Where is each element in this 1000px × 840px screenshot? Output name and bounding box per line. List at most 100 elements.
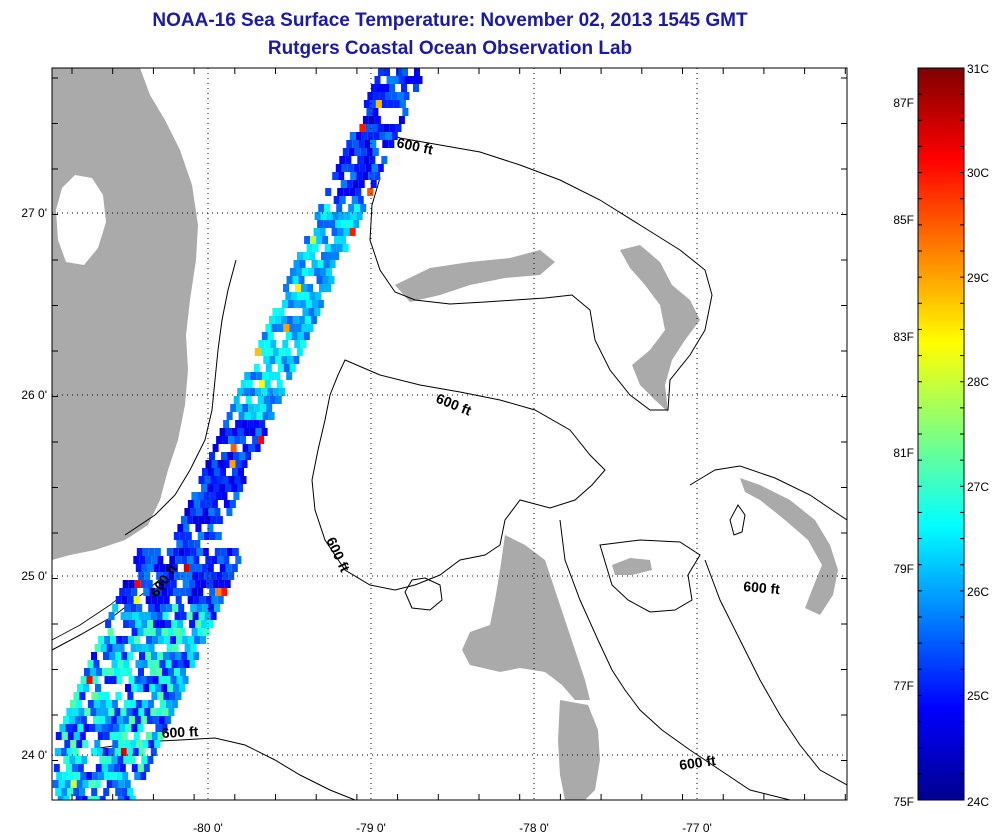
sst-pixel	[230, 404, 237, 412]
sst-pixel	[106, 644, 113, 652]
sst-pixel	[350, 172, 357, 180]
sst-pixel	[333, 252, 339, 260]
sst-pixel	[92, 772, 99, 780]
sst-pixel	[243, 428, 250, 436]
sst-pixel	[112, 740, 119, 748]
sst-pixel	[96, 708, 103, 716]
sst-pixel	[195, 564, 202, 572]
sst-pixel	[134, 716, 141, 724]
sst-pixel	[240, 380, 247, 388]
sst-pixel	[138, 748, 145, 756]
sst-pixel	[210, 476, 217, 484]
sst-pixel	[300, 340, 307, 348]
sst-pixel	[131, 764, 138, 772]
sst-pixel	[118, 644, 125, 652]
sst-pixel	[214, 468, 220, 476]
sst-pixel	[172, 548, 179, 556]
sst-pixel	[255, 428, 262, 436]
sst-pixel	[157, 692, 164, 700]
sst-pixel	[328, 276, 335, 284]
sst-pixel	[260, 348, 267, 356]
sst-pixel	[95, 684, 101, 692]
sst-pixel	[285, 332, 292, 340]
sst-pixel	[298, 316, 305, 324]
sst-pixel	[187, 556, 194, 564]
sst-pixel	[316, 236, 323, 244]
sst-pixel	[241, 460, 248, 468]
sst-pixel	[52, 780, 59, 788]
sst-pixel	[322, 276, 329, 284]
sst-pixel	[72, 748, 79, 756]
sst-pixel	[257, 396, 264, 404]
sst-pixel	[197, 588, 204, 596]
sst-pixel	[324, 204, 331, 212]
sst-pixel	[145, 652, 151, 660]
sst-pixel	[72, 708, 79, 716]
sst-pixel	[190, 644, 197, 652]
sst-pixel	[192, 516, 199, 524]
sst-pixel	[134, 676, 141, 684]
sst-pixel	[374, 76, 381, 84]
sst-pixel	[71, 764, 78, 772]
sst-pixel	[317, 220, 324, 228]
sst-pixel	[94, 644, 101, 652]
sst-pixel	[281, 356, 288, 364]
sst-pixel	[98, 772, 105, 780]
sst-pixel	[314, 212, 321, 220]
sst-pixel	[392, 76, 399, 84]
sst-pixel	[121, 596, 128, 604]
sst-pixel	[112, 644, 119, 652]
sst-pixel	[211, 500, 218, 508]
sst-pixel	[174, 668, 180, 676]
sst-pixel	[116, 772, 123, 780]
sst-pixel	[211, 596, 218, 604]
sst-pixel	[159, 700, 166, 708]
sst-pixel	[299, 260, 306, 268]
sst-pixel	[135, 564, 142, 572]
sst-pixel	[250, 372, 257, 380]
sst-pixel	[87, 796, 94, 800]
colorbar-label-83f: 83F	[893, 330, 914, 344]
sst-pixel	[258, 340, 265, 348]
sst-pixel	[60, 748, 67, 756]
sst-pixel	[221, 492, 228, 500]
sst-pixel	[358, 180, 365, 188]
sst-pixel	[65, 764, 72, 772]
sst-pixel	[115, 652, 121, 660]
sst-pixel	[207, 564, 214, 572]
sst-pixel	[286, 372, 293, 380]
sst-pixel	[77, 764, 84, 772]
sst-pixel	[337, 228, 344, 236]
colorbar-label-87f: 87F	[893, 96, 914, 110]
sst-pixel	[184, 644, 191, 652]
sst-pixel	[194, 636, 201, 644]
sst-pixel	[118, 740, 125, 748]
sst-pixel	[367, 132, 374, 140]
sst-pixel	[236, 404, 243, 412]
sst-pixel	[210, 612, 217, 620]
sst-pixel	[190, 548, 197, 556]
sst-pixel	[333, 196, 340, 204]
sst-pixel	[332, 172, 339, 180]
sst-pixel	[141, 756, 148, 764]
sst-pixel	[295, 324, 302, 332]
sst-pixel	[129, 700, 136, 708]
sst-pixel	[147, 564, 154, 572]
sst-pixel	[79, 692, 86, 700]
sst-pixel	[248, 444, 255, 452]
sst-pixel	[138, 572, 145, 580]
sst-pixel	[258, 436, 265, 444]
sst-pixel	[391, 92, 398, 100]
sst-pixel	[371, 124, 378, 132]
sst-pixel	[182, 580, 189, 588]
sst-pixel	[150, 708, 157, 716]
sst-pixel	[178, 604, 185, 612]
colorbar-label-77f: 77F	[893, 679, 914, 693]
sst-pixel	[151, 732, 158, 740]
sst-pixel	[258, 380, 265, 388]
sst-pixel	[113, 764, 120, 772]
sst-pixel	[169, 556, 176, 564]
sst-pixel	[116, 716, 123, 724]
sst-pixel	[249, 388, 256, 396]
